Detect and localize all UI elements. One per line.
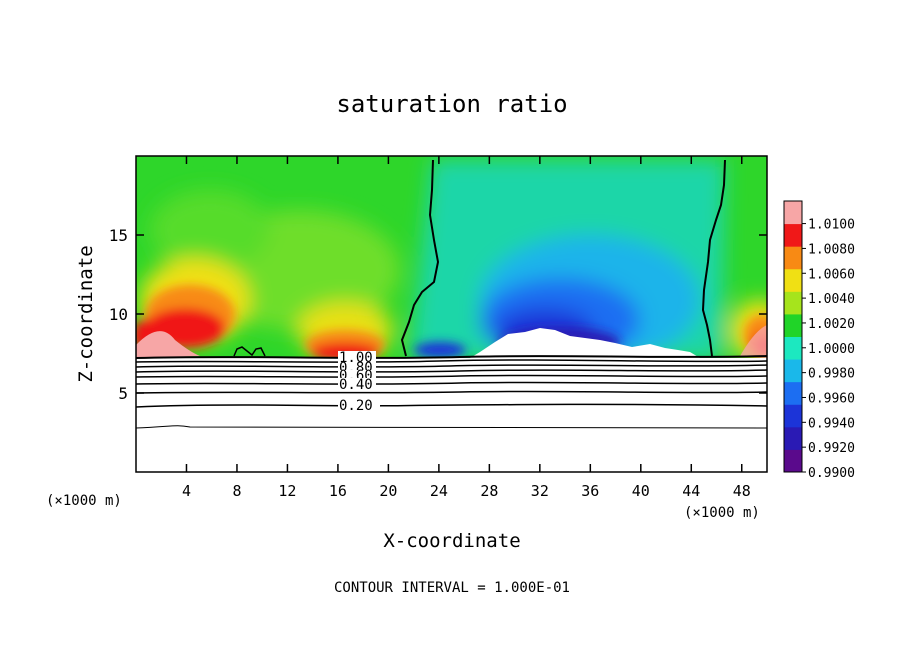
colorbar-swatch <box>784 426 802 450</box>
colorbar-swatch <box>784 223 802 247</box>
colorbar-swatch <box>784 268 802 292</box>
y-tick-label: 10 <box>109 305 128 324</box>
chart-title: saturation ratio <box>336 90 567 118</box>
x-tick-label: 16 <box>329 482 347 500</box>
contour-line-080 <box>136 364 767 368</box>
white-band-lower <box>136 358 767 472</box>
contour-line-040 <box>136 381 767 385</box>
x-tick-label: 8 <box>232 482 241 500</box>
colorbar-label: 0.9940 <box>808 416 855 431</box>
x-axis-label: X-coordinate <box>383 530 520 552</box>
colorbar-label: 1.0040 <box>808 292 855 307</box>
contour-label-040: 0.40 <box>339 377 373 393</box>
colorbar-label: 0.9960 <box>808 391 855 406</box>
colorbar-frame <box>783 200 803 473</box>
plot-area: 1.00 0.80 0.60 0.40 0.20 <box>136 156 767 472</box>
contour-label-020: 0.20 <box>339 398 373 414</box>
contour-line-top2 <box>136 359 767 363</box>
colorbar-swatch <box>784 246 802 270</box>
x-axis: 4 8 12 16 20 24 28 32 36 40 44 48 <box>182 156 751 500</box>
x-unit-right: (×1000 m) <box>684 505 760 521</box>
footer-text: CONTOUR INTERVAL = 1.000E-01 <box>334 580 570 596</box>
x-tick-label: 32 <box>531 482 549 500</box>
contour-lines <box>136 355 767 429</box>
colorbar-label: 0.9900 <box>808 466 855 481</box>
colorbar-label: 1.0080 <box>808 242 855 257</box>
saturation-field <box>136 156 767 365</box>
x-tick-label: 40 <box>632 482 650 500</box>
y-axis: 5 10 15 <box>109 226 767 403</box>
field-navy-left <box>414 342 466 358</box>
contour-line-100 <box>136 355 767 359</box>
colorbar-swatch <box>784 449 802 473</box>
x-unit-left: (×1000 m) <box>46 493 122 509</box>
x-tick-label: 12 <box>278 482 296 500</box>
colorbar-label: 0.9920 <box>808 441 855 456</box>
contour-labels: 1.00 0.80 0.60 0.40 0.20 <box>338 350 380 414</box>
x-tick-label: 48 <box>733 482 751 500</box>
colorbar-label: 1.0100 <box>808 218 855 233</box>
colorbar-swatch <box>784 359 802 383</box>
y-tick-label: 15 <box>109 226 128 245</box>
contour-one-right <box>701 159 726 357</box>
colorbar-swatch <box>784 404 802 428</box>
contour-bump-left <box>233 346 266 357</box>
colorbar-swatch <box>784 381 802 405</box>
y-tick-label: 5 <box>118 384 128 403</box>
field-green-light-left2 <box>150 190 270 270</box>
colorbar-label: 1.0060 <box>808 267 855 282</box>
contour-line-020 <box>136 403 767 408</box>
colorbar-swatch <box>784 313 802 337</box>
contour-line-060 <box>136 374 767 378</box>
x-tick-label: 20 <box>379 482 397 500</box>
contour-line-030 <box>136 390 767 394</box>
colorbar-swatch <box>784 336 802 360</box>
x-tick-label: 28 <box>480 482 498 500</box>
colorbar-label: 0.9980 <box>808 367 855 382</box>
field-pink-edge-left <box>136 331 200 358</box>
colorbar: 0.9900 0.9920 0.9940 0.9960 0.9980 1.0000 1.00… <box>783 200 855 481</box>
y-axis-label: Z-coordinate <box>75 245 97 382</box>
contour-line-070 <box>136 369 767 373</box>
colorbar-label: 1.0020 <box>808 317 855 332</box>
field-pink-edge-right <box>740 325 767 358</box>
x-tick-label: 24 <box>430 482 448 500</box>
colorbar-swatch <box>784 201 802 225</box>
colorbar-swatch <box>784 291 802 315</box>
contour-one-left <box>400 159 440 357</box>
x-tick-label: 36 <box>581 482 599 500</box>
colorbar-label: 1.0000 <box>808 342 855 357</box>
x-tick-label: 4 <box>182 482 191 500</box>
x-tick-label: 44 <box>682 482 700 500</box>
